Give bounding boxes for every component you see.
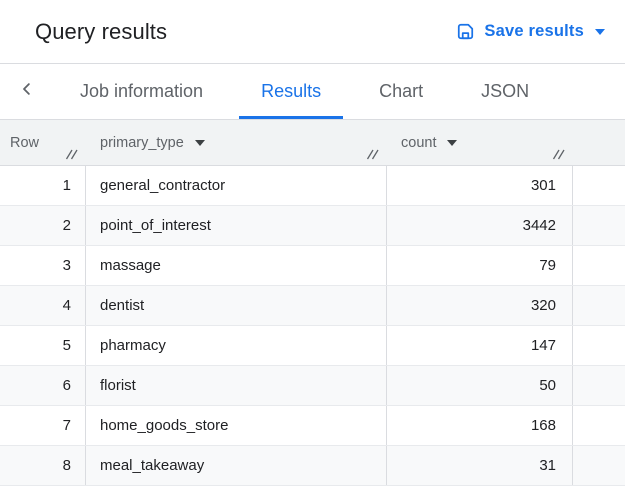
tab-json[interactable]: JSON bbox=[481, 81, 530, 101]
row-number-cell: 6 bbox=[0, 366, 86, 405]
column-header-spacer bbox=[573, 120, 625, 165]
column-resize-handle-primary-type[interactable] bbox=[366, 149, 380, 160]
column-label-count: count bbox=[401, 134, 437, 151]
page-title: Query results bbox=[35, 18, 168, 44]
tab-chart[interactable]: Chart bbox=[379, 81, 424, 101]
column-label-row: Row bbox=[10, 134, 40, 151]
table-row: 2 point_of_interest 3442 bbox=[0, 206, 625, 246]
tab-job-information[interactable]: Job information bbox=[80, 81, 204, 101]
table-row: 6 florist 50 bbox=[0, 366, 625, 406]
column-label-primary-type: primary_type bbox=[100, 134, 184, 151]
column-header-count: count bbox=[387, 120, 573, 165]
primary-type-cell: dentist bbox=[86, 286, 387, 325]
primary-type-cell: home_goods_store bbox=[86, 406, 387, 445]
row-number-cell: 3 bbox=[0, 246, 86, 285]
save-icon bbox=[456, 22, 475, 41]
spacer-cell bbox=[573, 406, 625, 445]
back-button[interactable] bbox=[10, 64, 44, 119]
table-header-row: Row primary_type count bbox=[0, 120, 625, 166]
count-cell: 320 bbox=[387, 286, 573, 325]
caret-down-icon bbox=[595, 28, 605, 35]
table-row: 1 general_contractor 301 bbox=[0, 166, 625, 206]
spacer-cell bbox=[573, 206, 625, 245]
spacer-cell bbox=[573, 446, 625, 485]
primary-type-cell: massage bbox=[86, 246, 387, 285]
primary-type-cell: florist bbox=[86, 366, 387, 405]
column-menu-icon-primary-type[interactable] bbox=[194, 139, 205, 146]
count-cell: 147 bbox=[387, 326, 573, 365]
count-cell: 50 bbox=[387, 366, 573, 405]
primary-type-cell: general_contractor bbox=[86, 166, 387, 205]
count-cell: 168 bbox=[387, 406, 573, 445]
primary-type-cell: pharmacy bbox=[86, 326, 387, 365]
primary-type-cell: meal_takeaway bbox=[86, 446, 387, 485]
row-number-cell: 2 bbox=[0, 206, 86, 245]
table-row: 5 pharmacy 147 bbox=[0, 326, 625, 366]
chevron-left-icon bbox=[18, 80, 36, 103]
row-number-cell: 8 bbox=[0, 446, 86, 485]
spacer-cell bbox=[573, 366, 625, 405]
table-row: 7 home_goods_store 168 bbox=[0, 406, 625, 446]
table-row: 4 dentist 320 bbox=[0, 286, 625, 326]
column-resize-handle-row[interactable] bbox=[65, 149, 79, 160]
row-number-cell: 1 bbox=[0, 166, 86, 205]
column-header-primary-type: primary_type bbox=[86, 120, 387, 165]
primary-type-cell: point_of_interest bbox=[86, 206, 387, 245]
table-row: 3 massage 79 bbox=[0, 246, 625, 286]
row-number-cell: 4 bbox=[0, 286, 86, 325]
spacer-cell bbox=[573, 166, 625, 205]
count-cell: 3442 bbox=[387, 206, 573, 245]
count-cell: 79 bbox=[387, 246, 573, 285]
tab-results[interactable]: Results bbox=[239, 64, 343, 119]
spacer-cell bbox=[573, 326, 625, 365]
tab-bar: Job information Results Chart JSON bbox=[0, 64, 625, 120]
count-cell: 301 bbox=[387, 166, 573, 205]
row-number-cell: 7 bbox=[0, 406, 86, 445]
save-results-button[interactable]: Save results bbox=[456, 22, 605, 41]
column-menu-icon-count[interactable] bbox=[447, 139, 458, 146]
column-header-row: Row bbox=[0, 120, 86, 165]
topbar: Query results Save results bbox=[0, 0, 625, 64]
count-cell: 31 bbox=[387, 446, 573, 485]
spacer-cell bbox=[573, 246, 625, 285]
table-row: 8 meal_takeaway 31 bbox=[0, 446, 625, 486]
column-resize-handle-count[interactable] bbox=[552, 149, 566, 160]
row-number-cell: 5 bbox=[0, 326, 86, 365]
spacer-cell bbox=[573, 286, 625, 325]
save-results-label: Save results bbox=[484, 22, 584, 40]
